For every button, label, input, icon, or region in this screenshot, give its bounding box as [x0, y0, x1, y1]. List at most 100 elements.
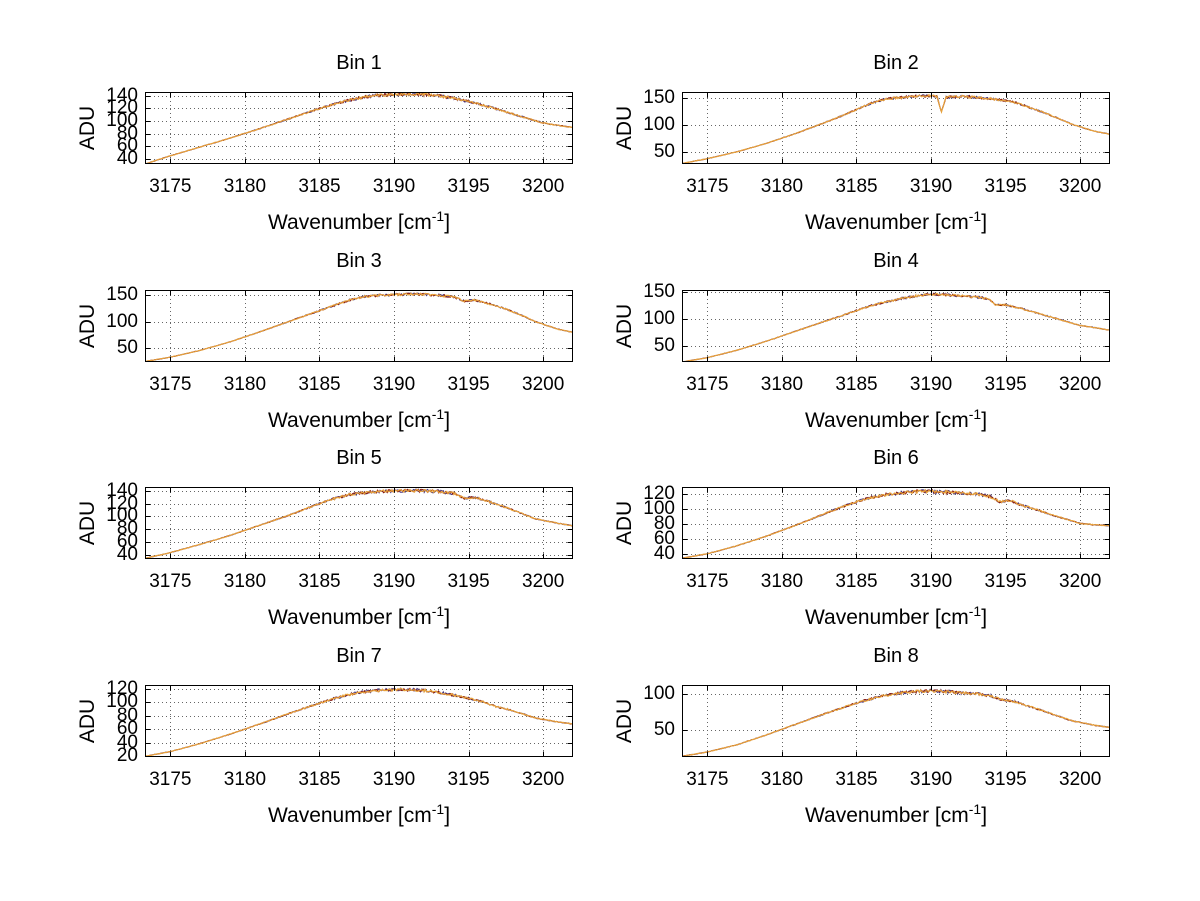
x-tick-label: 3190	[372, 176, 416, 197]
y-tick-label: 60	[116, 135, 138, 157]
x-tick-label: 3195	[984, 571, 1027, 592]
x-tick-label: 3200	[522, 571, 565, 592]
plot-area	[145, 487, 573, 559]
x-tick-label: 3180	[760, 571, 804, 592]
x-tick-label: 3200	[522, 769, 565, 790]
x-axis-label-pre: Wavenumber [cm	[804, 409, 969, 432]
spectrum-line-2	[145, 488, 573, 559]
x-tick-label: 3185	[835, 374, 878, 395]
x-tick-label: 3190	[909, 176, 953, 197]
x-tick-label: 3195	[447, 769, 490, 790]
y-tick-label: 100	[643, 114, 675, 136]
plot-area	[682, 290, 1110, 362]
subplot-bin-3: Bin 3 ADU 50 100 150 3175 3180 3185 3190 3195 3200…	[57, 248, 602, 443]
x-axis-label: Wavenumber [cm-1]	[682, 208, 1110, 236]
subplot-bin-8: Bin 8 ADU 50 100 3175 3180 3185 3190 3195 3200 Wav…	[594, 643, 1139, 838]
plot-title: Bin 7	[336, 645, 382, 667]
plot-title: Bin 8	[873, 645, 919, 667]
x-tick-label: 3200	[1059, 571, 1102, 592]
x-tick-label: 3200	[1059, 176, 1102, 197]
x-tick-label: 3190	[909, 571, 953, 592]
x-axis-label: Wavenumber [cm-1]	[145, 209, 573, 236]
plot-title: Bin 1	[336, 52, 382, 74]
axes-box	[145, 487, 573, 559]
spectrum-line-1	[145, 292, 573, 362]
x-axis-label-post: ]	[981, 804, 988, 827]
x-axis-label-pre: Wavenumber [cm	[804, 804, 969, 827]
y-tick-label: 20	[116, 745, 138, 767]
x-tick-label: 3200	[1059, 374, 1102, 395]
x-tick-label: 3185	[835, 769, 878, 790]
x-tick-label: 3185	[298, 374, 341, 395]
y-tick-label: 80	[116, 122, 138, 144]
x-tick-label: 3175	[686, 374, 729, 395]
plot-area	[682, 685, 1110, 757]
spectrum-line-3	[682, 292, 1110, 362]
y-tick-label: 80	[116, 704, 138, 726]
spectrum-line-1	[145, 687, 573, 757]
y-tick-label: 50	[653, 719, 675, 741]
x-tick-label: 3200	[1059, 769, 1102, 790]
axes-box	[682, 487, 1110, 559]
x-tick-label: 3200	[522, 176, 565, 197]
x-axis-label-sup: -1	[431, 603, 445, 619]
x-tick-label: 3195	[984, 374, 1027, 395]
spectrum-line-3	[145, 292, 573, 362]
plot-area	[682, 487, 1110, 559]
x-tick-label: 3175	[149, 571, 192, 592]
x-tick-label: 3190	[909, 769, 953, 790]
x-axis-label-post: ]	[444, 211, 451, 234]
y-tick-label: 150	[643, 87, 675, 109]
x-tick-label: 3185	[298, 571, 341, 592]
x-tick-label: 3180	[223, 374, 267, 395]
spectrum-line-3	[145, 488, 573, 559]
axes-box	[145, 92, 573, 164]
x-axis-label-post: ]	[444, 606, 451, 629]
y-tick-label: 100	[106, 505, 138, 527]
x-tick-label: 3180	[760, 176, 804, 197]
spectrum-line-3	[682, 488, 1110, 559]
x-tick-label: 3180	[760, 769, 804, 790]
spectrum-line-3	[682, 688, 1110, 757]
y-tick-label: 140	[106, 479, 138, 501]
axes-box	[682, 290, 1110, 362]
plot-title: Bin 3	[336, 250, 382, 272]
x-tick-label: 3200	[522, 374, 565, 395]
axes-box	[145, 685, 573, 757]
y-tick-label: 150	[643, 281, 675, 303]
spectrum-line-3	[682, 93, 1110, 164]
y-tick-label: 50	[653, 334, 675, 356]
x-tick-label: 3175	[686, 571, 729, 592]
y-tick-label: 60	[116, 530, 138, 552]
y-tick-label: 140	[106, 84, 138, 106]
x-tick-label: 3195	[447, 374, 490, 395]
spectrum-line-2	[682, 689, 1110, 757]
x-tick-label: 3190	[372, 571, 416, 592]
x-axis-label-post: ]	[981, 409, 988, 432]
x-tick-label: 3175	[149, 176, 192, 197]
y-tick-label: 40	[653, 542, 675, 564]
y-tick-label: 100	[106, 310, 138, 332]
x-tick-label: 3185	[298, 769, 341, 790]
x-axis-label-sup: -1	[968, 208, 982, 224]
x-tick-label: 3190	[909, 374, 953, 395]
y-tick-label: 120	[643, 483, 675, 505]
subplot-bin-2: Bin 2 ADU 50 100 150 3175 3180 3185 3190 3195 3200…	[594, 50, 1139, 245]
spectrum-line-2	[145, 292, 573, 362]
y-tick-label: 120	[106, 492, 138, 514]
x-tick-label: 3195	[447, 571, 490, 592]
y-tick-label: 50	[653, 140, 675, 162]
spectrum-line-1	[145, 92, 573, 164]
y-tick-label: 40	[116, 147, 138, 169]
x-tick-label: 3190	[372, 769, 416, 790]
plot-title: Bin 2	[873, 52, 919, 74]
axes-box	[682, 92, 1110, 164]
y-tick-label: 60	[653, 527, 675, 549]
subplot-bin-5: Bin 5 ADU 40 60 80 100 120 140 3175 3180 3185 3190 3…	[57, 445, 602, 640]
x-axis-label: Wavenumber [cm-1]	[682, 603, 1110, 631]
subplot-bin-7: Bin 7 ADU 20 40 60 80 100 120 3175 3180 3185 3190 31…	[57, 643, 602, 838]
x-axis-label-sup: -1	[968, 603, 982, 619]
y-tick-label: 100	[643, 498, 675, 520]
spectrum-line-2	[682, 292, 1110, 362]
axes-box	[682, 685, 1110, 757]
